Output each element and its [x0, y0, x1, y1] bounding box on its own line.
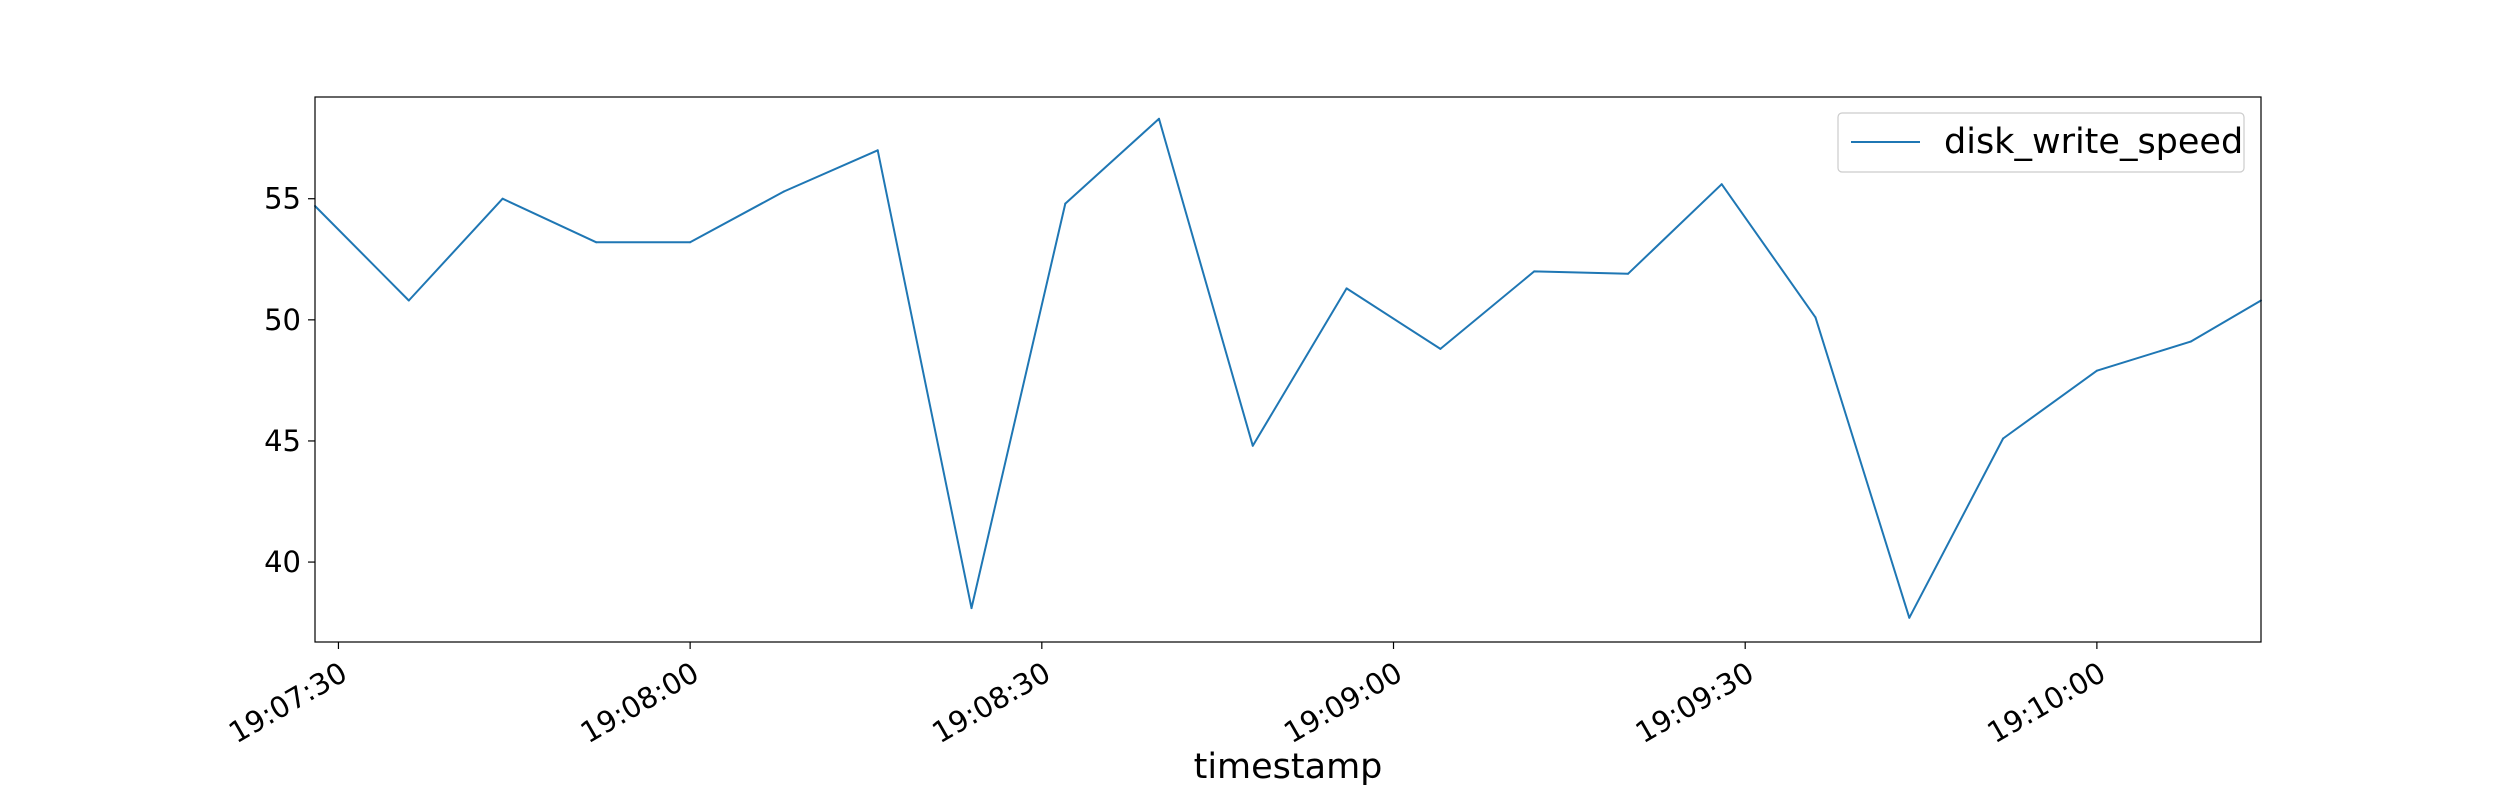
y-tick-label: 50 — [264, 303, 301, 337]
data-point — [2189, 340, 2192, 343]
data-point — [970, 607, 973, 610]
data-point — [876, 149, 879, 152]
x-axis-label: timestamp — [1194, 747, 1383, 787]
data-point — [1251, 444, 1254, 447]
plot-frame — [314, 96, 2262, 643]
data-point — [501, 197, 504, 200]
data-point — [1720, 183, 1723, 186]
y-tick-label: 45 — [264, 424, 301, 458]
data-point — [689, 241, 692, 244]
legend-box — [1837, 112, 2245, 173]
data-point — [782, 190, 785, 193]
data-point — [1533, 270, 1536, 273]
data-point — [1345, 287, 1348, 290]
data-point — [407, 299, 410, 302]
data-point — [1908, 616, 1911, 619]
series-line-0 — [314, 117, 2262, 619]
data-point — [2002, 437, 2005, 440]
legend: disk_write_speed — [1837, 112, 2245, 173]
data-point — [1064, 202, 1067, 205]
data-point — [1158, 117, 1160, 120]
y-tick-label: 55 — [264, 182, 301, 216]
data-point — [2095, 369, 2098, 372]
legend-label-disk-write-speed: disk_write_speed — [1944, 122, 2243, 162]
data-point — [1814, 316, 1817, 319]
data-point — [595, 241, 598, 244]
data-point — [1439, 347, 1442, 350]
y-axis: 40 45 50 55 — [264, 182, 315, 579]
data-point — [1627, 272, 1629, 275]
y-tick-label: 40 — [264, 545, 301, 579]
